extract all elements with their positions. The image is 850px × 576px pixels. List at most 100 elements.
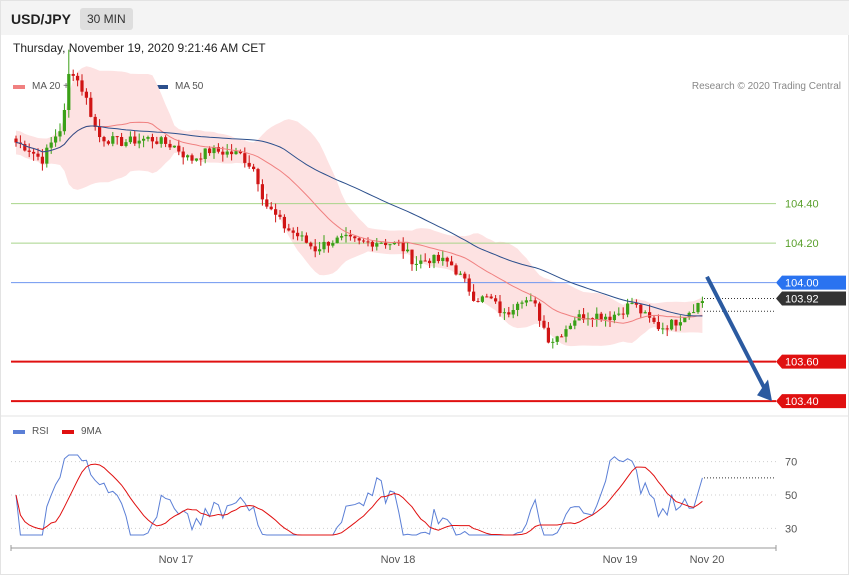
- candle-body: [678, 322, 682, 326]
- timeframe-button[interactable]: 30 MIN: [80, 8, 133, 30]
- candle-body: [428, 260, 432, 264]
- candle-body: [674, 319, 678, 326]
- ma50-swatch: [156, 84, 168, 89]
- candle-body: [555, 336, 559, 342]
- candle-body: [467, 278, 471, 292]
- candle-body: [278, 214, 282, 217]
- candle-body: [670, 319, 674, 330]
- ma20-swatch: [13, 84, 25, 89]
- candle-body: [318, 249, 322, 252]
- candle-body: [225, 151, 229, 155]
- candle-body: [102, 137, 106, 142]
- legend-9ma: 9MA: [62, 426, 102, 437]
- candle-body: [146, 137, 150, 139]
- projection-arrowhead: [757, 379, 772, 402]
- candle-body: [388, 244, 392, 246]
- candle-body: [656, 321, 660, 330]
- candle-body: [357, 238, 361, 241]
- candle-body: [32, 151, 36, 154]
- candle-body: [577, 314, 581, 321]
- candle-body: [76, 75, 80, 81]
- candle-body: [542, 320, 546, 328]
- research-credit: Research © 2020 Trading Central: [691, 81, 841, 92]
- candle-body: [529, 300, 533, 302]
- candle-body: [551, 341, 555, 343]
- candle-body: [45, 147, 49, 164]
- candle-body: [159, 137, 163, 144]
- candle-body: [36, 153, 40, 157]
- candle-body: [155, 141, 159, 144]
- candle-body: [194, 158, 198, 161]
- level-label-103.60: 103.60: [785, 357, 819, 369]
- rsi-ma-line: [15, 463, 703, 536]
- candle-body: [612, 314, 616, 321]
- candle-body: [401, 242, 405, 252]
- candle-body: [643, 312, 647, 314]
- candle-body: [269, 206, 273, 210]
- candle-body: [626, 303, 630, 315]
- candle-body: [203, 148, 207, 160]
- candle-body: [533, 300, 537, 304]
- candle-body: [186, 155, 190, 158]
- candle-body: [142, 138, 146, 141]
- candle-body: [546, 327, 550, 343]
- candle-body: [458, 273, 462, 275]
- candle-body: [199, 158, 203, 160]
- rsi-swatch: [13, 429, 25, 434]
- candle-body: [111, 136, 115, 144]
- legend-ma50: MA 50: [156, 81, 203, 92]
- candle-body: [494, 298, 498, 302]
- candle-body: [489, 296, 493, 299]
- candle-body: [260, 184, 264, 200]
- candle-body: [164, 137, 168, 144]
- level-tag-104.00: [776, 275, 846, 290]
- candle-body: [247, 162, 251, 167]
- candle-body: [590, 318, 594, 320]
- candle-body: [366, 241, 370, 243]
- candle-body: [137, 140, 141, 144]
- candle-body: [524, 300, 528, 303]
- candle-body: [234, 151, 238, 155]
- rsi-ma-label: 9MA: [81, 426, 102, 437]
- candle-body: [652, 317, 656, 322]
- candle-body: [252, 166, 256, 170]
- candle-body: [62, 109, 66, 132]
- candle-body: [432, 254, 436, 264]
- candle-body: [331, 243, 335, 246]
- level-tag-103.92: [776, 291, 846, 306]
- level-label-104.20: 104.20: [785, 238, 819, 250]
- candle-body: [564, 329, 568, 337]
- candle-body: [150, 137, 154, 142]
- level-tag-103.60: [776, 354, 846, 369]
- candle-body: [106, 141, 110, 144]
- candle-body: [410, 249, 414, 265]
- candle-body: [634, 302, 638, 305]
- candle-body: [322, 241, 326, 250]
- candle-body: [573, 320, 577, 326]
- level-label-103.40: 103.40: [785, 396, 819, 408]
- candle-body: [54, 136, 58, 143]
- candle-body: [177, 145, 181, 152]
- candle-body: [463, 273, 467, 279]
- candle-body: [476, 300, 480, 302]
- candle-body: [282, 216, 286, 229]
- candle-body: [291, 230, 295, 233]
- candle-body: [181, 151, 185, 158]
- x-axis-label: Nov 18: [381, 554, 416, 566]
- candle-body: [384, 242, 388, 246]
- candle-body: [348, 234, 352, 237]
- candle-body: [419, 260, 423, 264]
- candle-body: [582, 314, 586, 320]
- candle-body: [692, 312, 696, 314]
- candle-body: [120, 137, 124, 146]
- candle-body: [511, 310, 515, 315]
- candle-body: [190, 155, 194, 161]
- legend-rsi: RSI: [13, 426, 49, 437]
- candle-body: [621, 313, 625, 315]
- candle-body: [212, 147, 216, 154]
- x-axis-label: Nov 17: [159, 554, 194, 566]
- top-bar: USD/JPY 30 MIN: [1, 1, 849, 35]
- candle-body: [608, 316, 612, 321]
- candle-body: [49, 142, 53, 148]
- candle-body: [648, 312, 652, 318]
